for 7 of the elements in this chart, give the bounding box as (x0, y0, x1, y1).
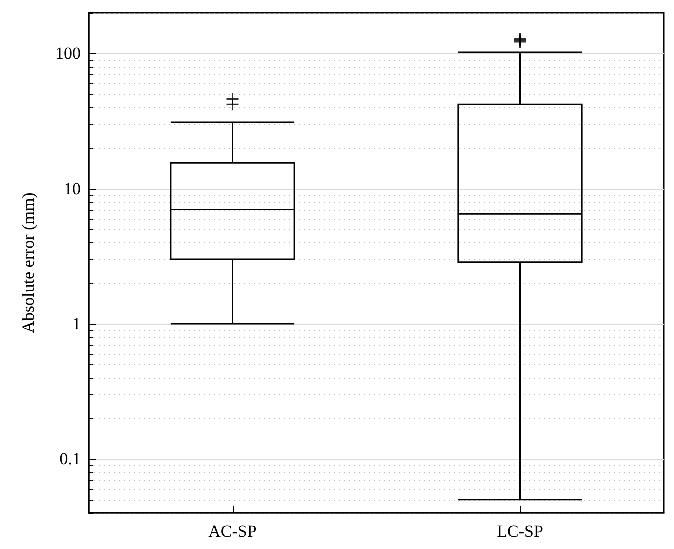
y-tick-label: 100 (56, 44, 81, 64)
y-tick-label: 10 (64, 179, 81, 198)
y-tick-label: 1 (72, 314, 81, 334)
y-axis-title: Absolute error (mm) (19, 192, 38, 334)
x-tick-label: AC-SP (208, 522, 257, 541)
y-tick-label: 0.1 (60, 450, 81, 469)
x-tick-label: LC-SP (497, 522, 544, 541)
